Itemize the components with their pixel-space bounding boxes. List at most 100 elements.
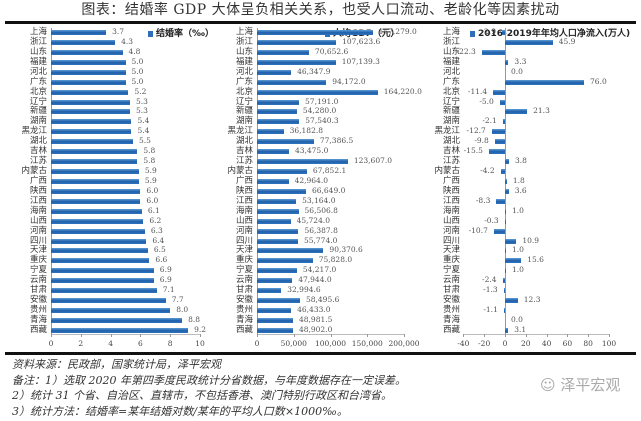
value-label: 9.2 bbox=[194, 324, 207, 334]
bar bbox=[51, 327, 189, 333]
category-label: 重庆 bbox=[235, 255, 253, 266]
category-label: 广东 bbox=[29, 76, 47, 87]
value-label: 1.0 bbox=[512, 205, 524, 215]
x-tick-label: 40 bbox=[541, 339, 552, 348]
bar bbox=[257, 119, 300, 125]
category-label: 河南 bbox=[442, 225, 460, 236]
bar bbox=[257, 188, 306, 194]
category-label: 四川 bbox=[29, 235, 47, 246]
value-label: 0.0 bbox=[511, 314, 523, 324]
category-label: 西藏 bbox=[29, 324, 47, 335]
category-label: 山西 bbox=[235, 215, 253, 226]
x-tick-label: 60 bbox=[562, 339, 573, 348]
bar bbox=[505, 159, 509, 165]
category-label: 安徽 bbox=[235, 295, 253, 306]
bar bbox=[257, 238, 298, 244]
x-tick-label: 10 bbox=[195, 339, 205, 348]
category-label: 云南 bbox=[235, 275, 253, 286]
x-tick-label: 8 bbox=[167, 339, 173, 348]
category-label: 上海 bbox=[29, 27, 47, 37]
value-label: 43,475.0 bbox=[294, 146, 329, 156]
value-label: 15.6 bbox=[527, 255, 544, 265]
remark-3: 3）统计方法：结婚率=某年结婚对数/某年的平均人口数×1000‰。 bbox=[12, 404, 348, 418]
category-label: 吉林 bbox=[442, 146, 460, 157]
x-tick-mark bbox=[140, 334, 142, 337]
category-label: 江苏 bbox=[235, 156, 253, 167]
value-label: 4.8 bbox=[128, 46, 141, 56]
category-label: 黑龙江 bbox=[434, 126, 460, 137]
value-label: 5.4 bbox=[137, 116, 150, 126]
x-tick-mark bbox=[525, 334, 527, 337]
bar bbox=[51, 178, 139, 184]
source-note: 资料来源：民政部，国家统计局，泽平宏观 bbox=[12, 358, 221, 371]
category-label: 湖南 bbox=[235, 116, 253, 127]
value-label: 54,280.0 bbox=[302, 106, 337, 116]
value-label: 5.0 bbox=[131, 56, 144, 66]
value-label: 5.0 bbox=[131, 76, 144, 86]
value-label: 57,191.0 bbox=[305, 96, 339, 106]
x-tick-label: 50,000 bbox=[280, 339, 307, 348]
bar bbox=[257, 59, 336, 65]
bar bbox=[51, 238, 147, 244]
bar bbox=[499, 99, 505, 105]
bar bbox=[257, 69, 292, 75]
bar bbox=[257, 278, 293, 284]
category-label: 贵州 bbox=[442, 305, 460, 316]
bar bbox=[51, 258, 150, 264]
value-label: 58,495.6 bbox=[305, 295, 340, 305]
bar bbox=[257, 39, 337, 45]
chart-net-migration: 2016-2019年年均人口净流入(万人) -40 -20 0 20 40 60 80 100 上… bbox=[420, 24, 641, 350]
category-label: 重庆 bbox=[442, 255, 460, 266]
category-label: 河北 bbox=[29, 66, 47, 77]
remark-1: 备注：1）选取 2020 年第四季度民政统计分省数据，与年度数据存在一定误差。 bbox=[12, 373, 406, 387]
bar bbox=[257, 268, 297, 274]
value-label: 76.0 bbox=[590, 76, 607, 86]
value-label: 32,994.6 bbox=[287, 285, 321, 295]
bar bbox=[257, 109, 297, 115]
category-label: 新疆 bbox=[442, 106, 460, 117]
bar bbox=[51, 30, 107, 35]
bar bbox=[51, 208, 142, 214]
bar bbox=[257, 99, 300, 105]
category-label: 陕西 bbox=[235, 185, 253, 196]
category-label: 福建 bbox=[442, 56, 460, 67]
category-label: 湖北 bbox=[235, 136, 253, 147]
value-label: 53,164.0 bbox=[302, 195, 336, 205]
value-label: -2.1 bbox=[482, 116, 497, 126]
category-label: 海南 bbox=[29, 205, 47, 216]
value-label: 90,370.6 bbox=[329, 245, 363, 255]
value-label: 6.5 bbox=[153, 245, 166, 255]
value-label: -0.3 bbox=[484, 215, 499, 225]
category-label: 山西 bbox=[29, 215, 47, 226]
value-label: 6.4 bbox=[152, 235, 165, 245]
category-label: 北京 bbox=[442, 86, 460, 97]
category-label: 河北 bbox=[442, 66, 460, 77]
wechat-icon: ☺ bbox=[540, 376, 561, 394]
value-label: 5.4 bbox=[137, 126, 150, 136]
bar bbox=[257, 288, 282, 294]
legend: 2016-2019年年均人口净流入(万人) bbox=[470, 26, 630, 39]
x-tick-label: 20 bbox=[521, 339, 531, 348]
value-label: 5.8 bbox=[143, 146, 156, 156]
category-label: 广西 bbox=[29, 175, 47, 186]
value-label: 94,172.0 bbox=[332, 76, 366, 86]
x-tick-mark bbox=[609, 334, 610, 337]
remark-2: 2）统计 31 个省、自治区、直辖市，不包括香港、澳门特别行政区和台湾省。 bbox=[12, 389, 392, 402]
category-label: 上海 bbox=[442, 27, 460, 37]
x-tick-mark bbox=[463, 334, 465, 337]
category-label: 吉林 bbox=[29, 146, 47, 157]
bar bbox=[51, 218, 144, 224]
bar bbox=[257, 258, 313, 264]
value-label: -2.4 bbox=[482, 275, 497, 285]
category-label: 青海 bbox=[235, 314, 253, 325]
category-label: 江西 bbox=[235, 195, 253, 206]
value-label: 66,649.0 bbox=[311, 185, 346, 195]
value-label: 6.2 bbox=[149, 215, 162, 225]
x-tick-mark bbox=[257, 334, 258, 337]
category-label: 江西 bbox=[29, 195, 47, 206]
value-label: 5.3 bbox=[135, 96, 148, 106]
value-label: 3.3 bbox=[514, 56, 527, 66]
value-label: -10.7 bbox=[468, 225, 488, 235]
category-label: 北京 bbox=[235, 86, 253, 97]
value-label: 107,623.6 bbox=[342, 36, 381, 46]
